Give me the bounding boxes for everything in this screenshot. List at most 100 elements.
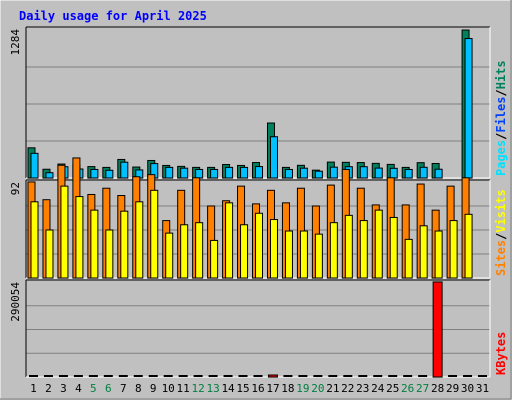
legend-entry: KBytes xyxy=(494,332,508,375)
panels: 1284 92 290054 xyxy=(9,26,491,378)
x-tick-28: 28 xyxy=(431,382,444,395)
x-tick-labels: 1 2 3 4 5 6 7 8 9 10 11 12 13 14 15 16 17 18 19 20 21 22 23 24 2… xyxy=(30,382,489,395)
legend-entry: / xyxy=(494,233,508,240)
bar-files-day-17 xyxy=(269,136,278,179)
x-tick-14: 14 xyxy=(221,382,235,395)
bar-kbytes-day-22 xyxy=(343,375,353,377)
x-tick-11: 11 xyxy=(177,382,190,395)
bar-kbytes-day-15 xyxy=(238,375,248,377)
bar-kbytes-day-2 xyxy=(43,375,53,377)
chart-title: Daily usage for April 2025 xyxy=(19,9,207,23)
bar-sites-day-29 xyxy=(449,220,458,279)
legend-entry: Hits xyxy=(494,60,508,89)
x-tick-5: 5 xyxy=(90,382,97,395)
bar-files-day-7 xyxy=(120,161,129,179)
bar-kbytes-day-23 xyxy=(358,375,368,377)
bar-sites-day-10 xyxy=(165,232,174,279)
bar-sites-day-28 xyxy=(434,230,443,279)
bar-files-day-27 xyxy=(419,166,428,179)
plot-area xyxy=(26,27,490,178)
ymax-label-visits-sites: 92 xyxy=(9,182,22,195)
x-tick-16: 16 xyxy=(251,382,264,395)
legend-entry: Files xyxy=(494,97,508,133)
bar-kbytes-day-12 xyxy=(193,375,203,377)
bar-kbytes-day-3 xyxy=(58,375,68,377)
x-tick-3: 3 xyxy=(60,382,67,395)
x-tick-22: 22 xyxy=(341,382,354,395)
bar-files-day-25 xyxy=(389,167,398,179)
bar-files-day-30 xyxy=(464,38,473,179)
bar-kbytes-day-6 xyxy=(103,375,113,377)
bar-kbytes-day-27 xyxy=(418,375,428,377)
legend-entry: / xyxy=(494,89,508,96)
bar-sites-day-25 xyxy=(389,216,398,279)
x-tick-15: 15 xyxy=(236,382,249,395)
bar-sites-day-23 xyxy=(359,220,368,279)
x-tick-25: 25 xyxy=(386,382,399,395)
bar-kbytes-day-21 xyxy=(328,375,338,377)
bar-files-day-19 xyxy=(299,167,308,179)
x-tick-21: 21 xyxy=(326,382,339,395)
bar-kbytes-day-28 xyxy=(432,281,443,378)
bar-kbytes-day-30 xyxy=(463,375,473,377)
bar-files-day-26 xyxy=(404,168,413,179)
plot-area xyxy=(26,280,490,377)
bar-kbytes-day-14 xyxy=(223,375,233,377)
legend-top: Pages/Files/Hits xyxy=(494,60,508,176)
bar-sites-day-24 xyxy=(374,209,383,279)
bar-sites-day-13 xyxy=(210,239,219,279)
x-tick-6: 6 xyxy=(105,382,112,395)
x-tick-29: 29 xyxy=(446,382,459,395)
legend-entry: Pages xyxy=(494,140,508,176)
legend-entry: Sites xyxy=(494,240,508,276)
bar-sites-day-21 xyxy=(329,222,338,279)
bar-files-day-10 xyxy=(165,166,174,179)
bar-files-day-28 xyxy=(434,168,443,179)
bar-kbytes-day-16 xyxy=(253,375,263,377)
bar-sites-day-3 xyxy=(60,185,69,279)
bar-kbytes-day-19 xyxy=(298,375,308,377)
bar-sites-day-15 xyxy=(240,224,249,279)
bar-sites-day-19 xyxy=(299,230,308,279)
bar-kbytes-day-4 xyxy=(73,375,83,377)
bar-files-day-24 xyxy=(374,167,383,179)
bar-sites-day-11 xyxy=(180,224,189,279)
x-tick-2: 2 xyxy=(45,382,52,395)
x-tick-17: 17 xyxy=(266,382,279,395)
x-tick-7: 7 xyxy=(120,382,127,395)
bar-sites-day-14 xyxy=(225,202,234,279)
bar-kbytes-day-31 xyxy=(478,375,488,377)
bar-sites-day-20 xyxy=(314,233,323,279)
bar-sites-day-4 xyxy=(75,196,84,279)
bar-kbytes-day-17 xyxy=(267,374,278,378)
ymax-label-hits-files-pages: 1284 xyxy=(9,29,22,56)
bar-files-day-23 xyxy=(359,166,368,179)
bar-files-day-14 xyxy=(225,166,234,179)
bar-files-day-18 xyxy=(284,168,293,179)
bar-kbytes-day-11 xyxy=(178,375,188,377)
legend-middle: Sites/Visits xyxy=(494,189,508,276)
ymax-label-kbytes: 290054 xyxy=(9,282,22,322)
legend-entry: Visits xyxy=(494,189,508,232)
x-tick-4: 4 xyxy=(75,382,82,395)
bar-kbytes-day-7 xyxy=(118,375,128,377)
bar-files-day-13 xyxy=(210,168,219,179)
bar-sites-day-22 xyxy=(344,214,353,279)
bar-files-day-2 xyxy=(45,172,54,179)
x-tick-19: 19 xyxy=(296,382,309,395)
x-tick-24: 24 xyxy=(371,382,385,395)
bar-kbytes-day-25 xyxy=(388,375,398,377)
bar-kbytes-day-13 xyxy=(208,375,218,377)
bar-kbytes-day-1 xyxy=(28,375,38,377)
x-tick-13: 13 xyxy=(206,382,219,395)
bar-sites-day-16 xyxy=(255,212,264,279)
x-tick-27: 27 xyxy=(416,382,429,395)
bar-sites-day-8 xyxy=(135,201,144,279)
bar-kbytes-day-9 xyxy=(148,375,158,377)
bar-files-day-20 xyxy=(314,170,323,179)
bar-sites-day-30 xyxy=(464,213,473,279)
panel-hits-files-pages: 1284 xyxy=(9,26,491,179)
x-tick-1: 1 xyxy=(30,382,37,395)
legend-entry: / xyxy=(494,133,508,140)
